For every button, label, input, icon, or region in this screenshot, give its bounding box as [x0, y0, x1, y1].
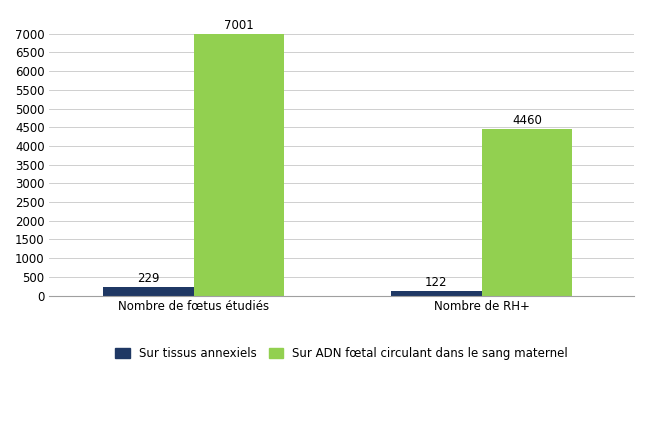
Bar: [103, 287, 193, 296]
Text: 4460: 4460: [512, 114, 542, 127]
Legend: Sur tissus annexiels, Sur ADN fœtal circulant dans le sang maternel: Sur tissus annexiels, Sur ADN fœtal circ…: [112, 344, 572, 364]
Bar: [482, 129, 572, 296]
Text: 7001: 7001: [224, 19, 254, 32]
Bar: [391, 291, 482, 296]
Text: 229: 229: [137, 272, 160, 285]
Bar: [193, 33, 284, 296]
Text: 122: 122: [425, 276, 448, 289]
